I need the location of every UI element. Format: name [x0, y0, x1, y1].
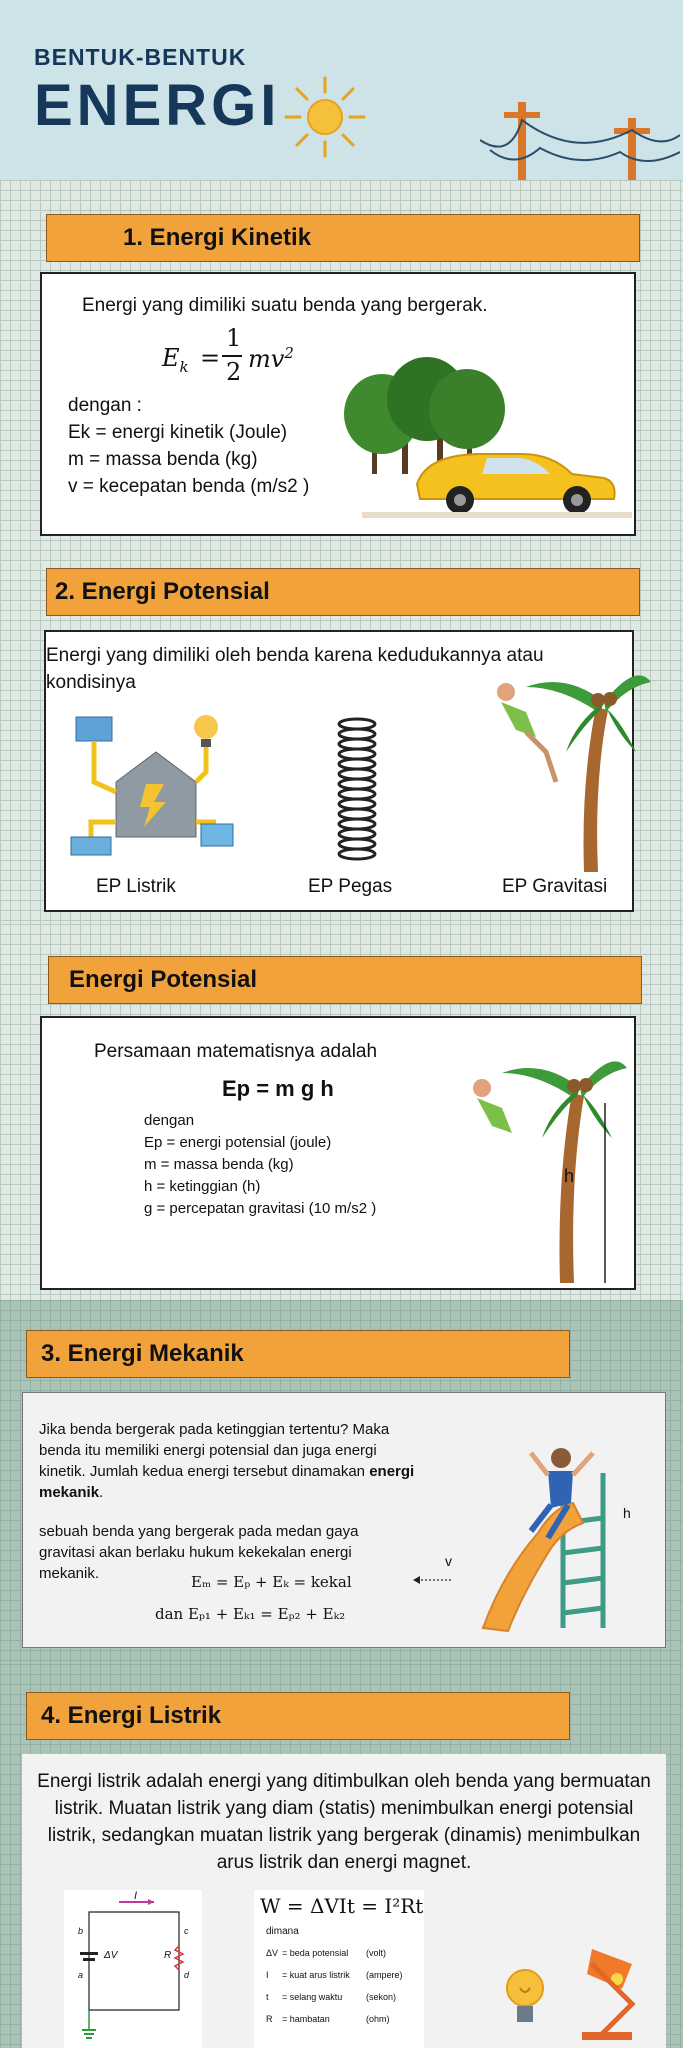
listrik-formula: W = ΔVIt = I²Rt: [260, 1894, 424, 1918]
mekanik-para2: sebuah benda yang bergerak pada medan ga…: [39, 1523, 359, 1582]
heading-mekanik: 3. Energi Mekanik: [26, 1330, 570, 1378]
circuit-diagram: I ΔV R b a c d: [64, 1890, 202, 2048]
kinetik-var-v: v = kecepatan benda (m/s2 ): [68, 476, 310, 497]
circuit-svg: [80, 1899, 185, 2039]
listrik-where: dimana: [266, 1926, 299, 1937]
listrik-row-2-unit: (sekon): [366, 1992, 397, 2002]
mekanik-v-label: v: [445, 1553, 452, 1569]
listrik-definition: Energi listrik adalah energi yang ditimb…: [37, 1771, 651, 1873]
title-big: ENERGI: [34, 73, 281, 138]
mekanik-eq2: dan Eₚ₁ + Eₖ₁ = Eₚ₂ + Eₖ₂: [155, 1605, 346, 1623]
listrik-row-0-desc: = beda potensial: [282, 1948, 349, 1958]
listrik-row-3-sym: R: [266, 2014, 273, 2024]
potensial-definition: Energi yang dimiliki oleh benda karena k…: [46, 645, 544, 693]
sun-icon: [284, 76, 366, 158]
label-ep-pegas: EP Pegas: [308, 876, 393, 897]
label-ep-gravitasi: EP Gravitasi: [502, 876, 608, 897]
light-bulb-icon: [506, 1969, 544, 2022]
card-mekanik: Jika benda bergerak pada ketinggian tert…: [22, 1392, 666, 1648]
kinetik-formula: Ek = 1 2 mv2: [162, 324, 294, 386]
slide-illustration: [481, 1448, 606, 1633]
section-potensial-formula: Energi Potensial Persamaan matematisnya …: [0, 924, 683, 1300]
listrik-row-1-sym: I: [266, 1970, 269, 1980]
desk-lamp-icon: [582, 1949, 636, 2040]
ep-listrik-illustration: [70, 715, 234, 856]
kinetik-var-m: m = massa benda (kg): [68, 449, 258, 470]
header: BENTUK-BENTUK ENERGI: [0, 0, 683, 180]
palm-tree-height-illustration: [473, 1061, 627, 1283]
potensial-with: dengan: [144, 1112, 195, 1129]
section-kinetik: 1. Energi Kinetik Energi yang dimiliki s…: [0, 180, 683, 540]
circuit-label-dv: ΔV: [104, 1950, 118, 1961]
listrik-row-2-desc: = selang waktu: [282, 1992, 343, 2002]
listrik-row-0-unit: (volt): [366, 1948, 386, 1958]
velocity-arrow-icon: [413, 1576, 451, 1584]
circuit-label-b: b: [78, 1926, 84, 1936]
spring-icon: [337, 717, 377, 861]
potensial-h-label: h: [564, 1166, 575, 1186]
section-mekanik: 3. Energi Mekanik Jika benda bergerak pa…: [0, 1300, 683, 1664]
potensial-var-ep: Ep = energi potensial (joule): [144, 1134, 332, 1151]
listrik-row-0-sym: ΔV: [266, 1948, 279, 1958]
kinetik-with: dengan :: [68, 395, 142, 416]
card-potensial-formula: Persamaan matematisnya adalah Ep = m g h…: [40, 1016, 636, 1290]
heading-listrik: 4. Energi Listrik: [26, 1692, 570, 1740]
title-small: BENTUK-BENTUK: [34, 44, 247, 70]
potensial-intro: Persamaan matematisnya adalah: [94, 1041, 378, 1062]
circuit-label-c: c: [184, 1926, 189, 1936]
palm-tree-fall-illustration: [497, 675, 651, 872]
mekanik-h-label: h: [623, 1505, 631, 1521]
circuit-label-i: I: [134, 1890, 138, 1902]
listrik-row-1-desc: = kuat arus listrik: [282, 1970, 350, 1980]
listrik-row-1-unit: (ampere): [366, 1970, 403, 1980]
heading-potensial: 2. Energi Potensial: [46, 568, 640, 616]
circuit-label-r: R: [164, 1950, 172, 1961]
listrik-row-3-desc: = hambatan: [282, 2014, 330, 2024]
potensial-formula: Ep = m g h: [222, 1076, 334, 1101]
heading-potensial-formula: Energi Potensial: [48, 956, 642, 1004]
card-listrik: Energi listrik adalah energi yang ditimb…: [22, 1754, 666, 2048]
card-kinetik: Energi yang dimiliki suatu benda yang be…: [40, 272, 636, 536]
circuit-label-d: d: [184, 1970, 190, 1980]
section-potensial: 2. Energi Potensial Energi yang dimiliki…: [0, 540, 683, 924]
section-listrik: 4. Energi Listrik Energi listrik adalah …: [0, 1664, 683, 2048]
listrik-formula-box: W = ΔVIt = I²Rt dimana ΔV = beda potensi…: [254, 1890, 424, 2048]
mekanik-para1: Jika benda bergerak pada ketinggian tert…: [39, 1421, 415, 1501]
kinetik-var-ek: Ek = energi kinetik (Joule): [68, 422, 288, 443]
card-potensial: Energi yang dimiliki oleh benda karena k…: [44, 630, 651, 912]
potensial-var-m: m = massa benda (kg): [144, 1156, 294, 1173]
listrik-row-2-sym: t: [266, 1992, 269, 2002]
circuit-label-a: a: [78, 1970, 84, 1980]
potensial-var-h: h = ketinggian (h): [144, 1178, 261, 1195]
trees-car-illustration: [344, 357, 632, 518]
mekanik-eq1: Eₘ = Eₚ + Eₖ = kekal: [191, 1573, 352, 1591]
power-line-icon: [480, 102, 680, 180]
kinetik-definition: Energi yang dimiliki suatu benda yang be…: [82, 295, 488, 316]
listrik-row-3-unit: (ohm): [366, 2014, 390, 2024]
potensial-var-g: g = percepatan gravitasi (10 m/s2 ): [144, 1200, 377, 1217]
heading-kinetik: 1. Energi Kinetik: [46, 214, 640, 262]
label-ep-listrik: EP Listrik: [96, 876, 176, 897]
